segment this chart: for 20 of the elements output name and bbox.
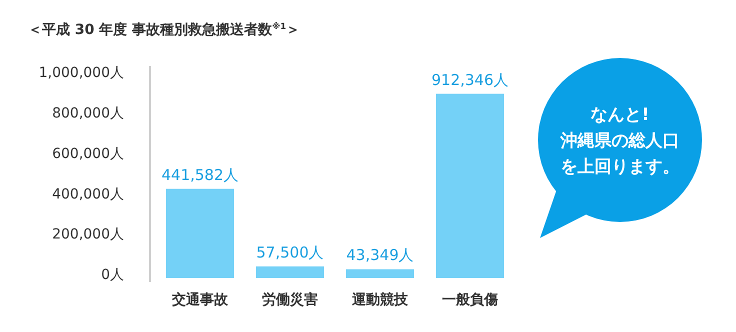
text: なんと! 沖縄県の総人口を上回ります。: [560, 104, 680, 177]
y-tick-label: 800,000人: [52, 106, 124, 122]
bar: [346, 269, 414, 278]
data-label: 441,582人: [161, 166, 239, 184]
bar: [256, 266, 324, 278]
data-label: 43,349人: [346, 246, 414, 264]
y-tick-label: 600,000人: [52, 146, 124, 162]
bar: [436, 94, 504, 278]
y-tick-label: 0人: [101, 267, 124, 284]
x-tick-label: 交通事故: [171, 291, 229, 308]
x-tick-label: 運動競技: [351, 291, 409, 308]
chart-title: ＜平成 30 年度 事故種別救急搬送者数$^{※1}$＞: [28, 21, 300, 38]
x-tick-label: 一般負傷: [442, 292, 498, 308]
y-tick-label: 400,000人: [52, 186, 124, 202]
data-label: 57,500人: [256, 243, 324, 262]
data-label: 912,346人: [431, 70, 509, 89]
y-tick-label: 1,000,000人: [38, 65, 124, 82]
bar: [166, 188, 234, 278]
y-tick-label: 200,000人: [52, 226, 124, 243]
x-tick-label: 労働災害: [262, 291, 318, 308]
